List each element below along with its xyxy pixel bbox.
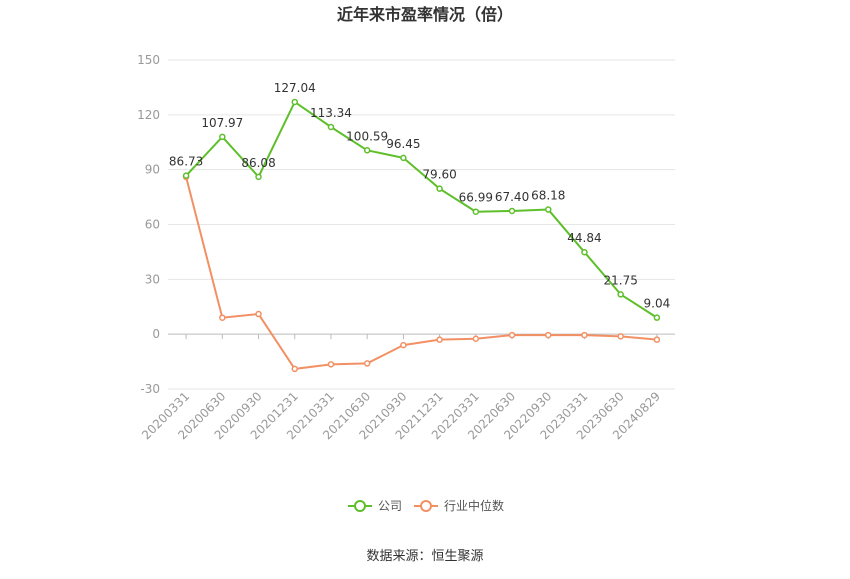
company-point[interactable] <box>291 98 298 106</box>
company-point[interactable] <box>653 314 661 321</box>
company-point[interactable] <box>327 123 335 131</box>
company-point[interactable] <box>545 206 552 213</box>
company-data-label: 67.40 <box>495 190 529 204</box>
company-point[interactable] <box>255 173 262 181</box>
company-data-label: 9.04 <box>644 297 671 311</box>
legend-industry-label: 行业中位数 <box>444 498 504 513</box>
y-tick-label: -30 <box>140 382 160 396</box>
industry-median-point[interactable] <box>327 361 335 368</box>
company-point[interactable] <box>508 207 516 215</box>
company-point[interactable] <box>617 291 624 298</box>
y-tick-label: 0 <box>152 327 160 341</box>
y-tick-label: 120 <box>137 108 160 122</box>
industry-median-point[interactable] <box>363 360 371 367</box>
y-tick-label: 150 <box>137 53 160 67</box>
company-data-label: 66.99 <box>459 191 493 205</box>
company-point[interactable] <box>581 248 588 256</box>
legend-industry-marker <box>420 500 432 512</box>
industry-median-point[interactable] <box>291 365 298 373</box>
industry-median-point[interactable] <box>617 333 624 340</box>
industry-median-point[interactable] <box>400 341 407 349</box>
company-point[interactable] <box>436 185 443 192</box>
y-tick-label: 30 <box>145 272 160 286</box>
y-axis: 150 120 90 60 30 0 -30 <box>137 53 160 396</box>
industry-median-point[interactable] <box>653 336 661 343</box>
source-note: 数据来源：恒生聚源 <box>366 549 483 564</box>
company-point[interactable] <box>363 147 371 154</box>
legend: 公司 行业中位数 <box>348 498 504 513</box>
industry-median-point[interactable] <box>472 335 480 342</box>
company-point[interactable] <box>472 208 480 215</box>
company-data-label: 113.34 <box>310 106 352 120</box>
company-data-label: 100.59 <box>346 129 388 143</box>
company-data-label: 68.18 <box>531 189 565 203</box>
legend-company-label: 公司 <box>378 499 402 513</box>
chart-title: 近年来市盈率情况（倍） <box>337 5 513 24</box>
series-line-industry-median <box>185 176 657 370</box>
industry-median-point[interactable] <box>436 336 443 343</box>
grid <box>168 59 675 390</box>
company-data-label: 96.45 <box>386 137 420 151</box>
y-tick-label: 90 <box>145 163 160 177</box>
company-data-label: 107.97 <box>201 116 243 130</box>
company-data-label: 79.60 <box>422 168 456 182</box>
industry-median-point[interactable] <box>219 314 226 321</box>
company-data-label: 44.84 <box>567 231 601 245</box>
company-data-label: 86.73 <box>169 155 203 169</box>
industry-median-point[interactable] <box>581 331 588 339</box>
legend-item-industry-median[interactable]: 行业中位数 <box>414 498 504 513</box>
company-point[interactable] <box>182 172 190 179</box>
company-point[interactable] <box>219 133 226 141</box>
company-data-label: 127.04 <box>274 81 316 95</box>
company-point[interactable] <box>400 154 407 162</box>
industry-median-point[interactable] <box>545 331 552 339</box>
legend-company-marker <box>354 500 366 512</box>
series-line-company <box>185 100 658 319</box>
legend-item-company[interactable]: 公司 <box>348 499 402 513</box>
x-axis: 2020033120200630202009302020123120210331… <box>139 334 663 442</box>
industry-median-point[interactable] <box>255 310 262 318</box>
industry-median-point[interactable] <box>508 331 516 339</box>
y-tick-label: 60 <box>145 218 160 232</box>
company-data-label: 21.75 <box>603 273 637 287</box>
company-data-label: 86.08 <box>241 156 275 170</box>
